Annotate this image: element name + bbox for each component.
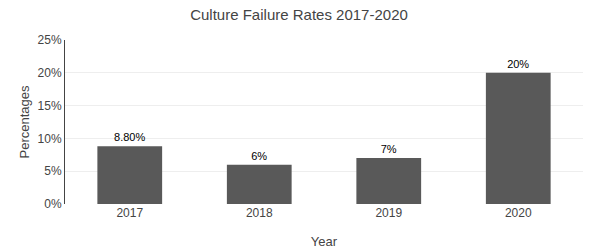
svg-text:Percentages: Percentages <box>17 85 32 158</box>
svg-text:2019: 2019 <box>375 206 402 220</box>
svg-text:5%: 5% <box>44 164 62 178</box>
svg-text:2018: 2018 <box>246 206 273 220</box>
svg-text:25%: 25% <box>38 33 62 47</box>
svg-text:15%: 15% <box>38 99 62 113</box>
svg-text:2017: 2017 <box>116 206 143 220</box>
svg-text:0%: 0% <box>44 197 62 211</box>
svg-text:7%: 7% <box>381 143 397 155</box>
svg-text:8.80%: 8.80% <box>114 131 145 143</box>
svg-text:6%: 6% <box>251 150 267 162</box>
svg-text:10%: 10% <box>38 132 62 146</box>
svg-text:Year: Year <box>311 234 338 249</box>
svg-text:20%: 20% <box>507 58 529 70</box>
svg-text:20%: 20% <box>38 66 62 80</box>
svg-text:Culture Failure Rates 2017-202: Culture Failure Rates 2017-2020 <box>190 6 408 23</box>
svg-text:2020: 2020 <box>505 206 532 220</box>
